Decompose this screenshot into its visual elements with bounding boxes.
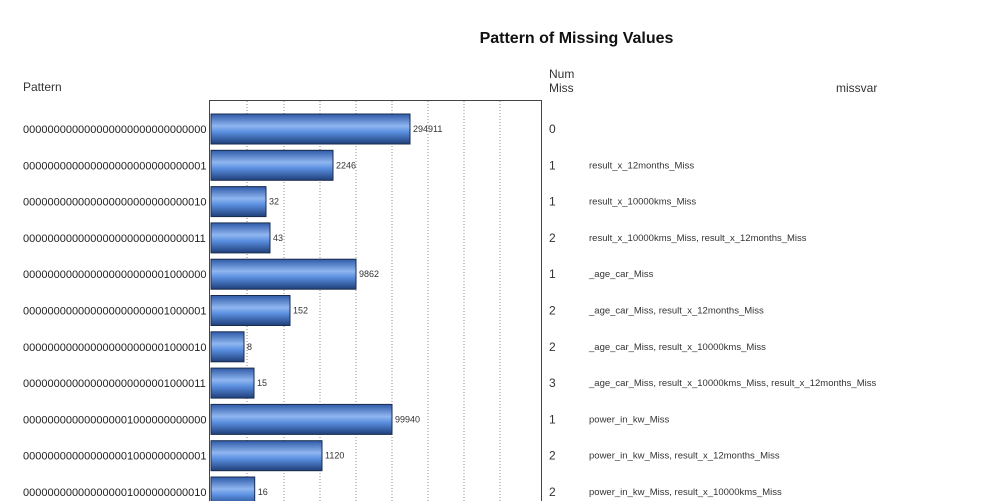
num-miss-value: 2 (549, 304, 556, 318)
pattern-label: 000000000000000000000001000011 (23, 378, 206, 390)
bar-value-label: 1120 (325, 451, 344, 461)
bar-value-label: 32 (269, 197, 279, 207)
bar-value-label: 16 (258, 487, 268, 497)
pattern-label: 000000000000000001000000000001 (23, 451, 207, 463)
pattern-label: 000000000000000000000001000001 (23, 306, 207, 318)
bar-value-label: 99940 (395, 414, 420, 424)
plot-frame (209, 100, 542, 501)
missvar-label: _age_car_Miss, result_x_12months_Miss (588, 306, 764, 317)
pattern-label: 000000000000000001000000000010 (23, 487, 207, 499)
num-miss-value: 3 (549, 376, 556, 390)
num-miss-value: 2 (549, 449, 556, 463)
missvar-label: result_x_10000kms_Miss (589, 197, 696, 208)
bar-row-10 (210, 440, 323, 472)
num-miss-header-line1: Num (549, 67, 575, 81)
num-miss-value: 1 (549, 412, 556, 426)
bar-row-4 (210, 222, 271, 254)
missvar-label: _age_car_Miss, result_x_10000kms_Miss, r… (588, 378, 876, 389)
missvar-label: _age_car_Miss (588, 269, 654, 280)
pattern-label: 000000000000000000000000000000 (23, 124, 207, 136)
bar-row-1 (210, 113, 411, 145)
missvar-column-header: missvar (836, 81, 878, 95)
bar-value-label: 43 (273, 233, 283, 243)
missvar-label: result_x_12months_Miss (589, 160, 694, 171)
missvar-label: result_x_10000kms_Miss, result_x_12month… (589, 233, 807, 244)
bar-value-label: 15 (257, 378, 267, 388)
bar-row-7 (210, 331, 245, 363)
num-miss-value: 1 (549, 158, 556, 172)
pattern-label: 000000000000000000000000000001 (23, 160, 207, 172)
num-miss-value: 0 (549, 122, 556, 136)
pattern-label: 000000000000000000000000000011 (23, 233, 206, 245)
num-miss-value: 2 (549, 340, 556, 354)
bar-value-label: 9862 (359, 269, 379, 279)
chart-title: Pattern of Missing Values (479, 30, 674, 47)
bar-row-6 (210, 295, 291, 326)
bar-row-3 (210, 186, 267, 218)
num-miss-value: 2 (549, 485, 556, 499)
num-miss-header-line2: Miss (549, 81, 574, 95)
bar-value-label: 2246 (336, 160, 356, 170)
bar-row-5 (210, 258, 357, 290)
pattern-label: 000000000000000001000000000000 (23, 414, 207, 426)
bar-value-label: 152 (293, 306, 308, 316)
pattern-column-header: Pattern (23, 80, 62, 94)
missvar-label: power_in_kw_Miss (589, 414, 670, 425)
bar-row-8 (210, 367, 255, 399)
pattern-label: 000000000000000000000000000010 (23, 197, 207, 209)
pattern-label: 000000000000000000000001000000 (23, 269, 207, 281)
bar-value-label: 8 (247, 342, 252, 352)
bar-row-11 (210, 476, 256, 501)
bar-row-2 (210, 149, 334, 181)
missvar-label: _age_car_Miss, result_x_10000kms_Miss (588, 342, 766, 353)
num-miss-value: 2 (549, 231, 556, 245)
bar-row-9 (210, 403, 393, 435)
num-miss-value: 1 (549, 195, 556, 209)
num-miss-value: 1 (549, 267, 556, 281)
bar-value-label: 294911 (413, 124, 442, 134)
missvar-label: power_in_kw_Miss, result_x_10000kms_Miss (589, 487, 782, 498)
missvar-label: power_in_kw_Miss, result_x_12months_Miss (589, 451, 780, 462)
pattern-label: 000000000000000000000001000010 (23, 342, 207, 354)
